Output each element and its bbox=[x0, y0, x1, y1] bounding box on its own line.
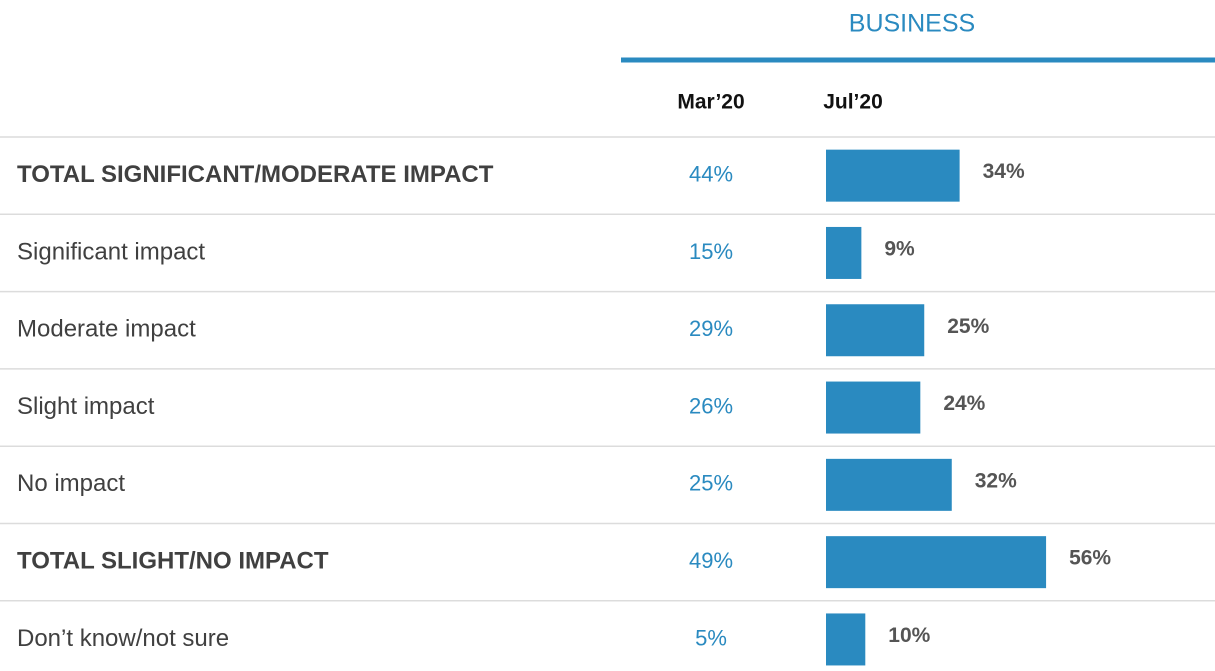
category-label: No impact bbox=[17, 470, 125, 497]
bar bbox=[826, 226, 862, 279]
category-label: Moderate impact bbox=[17, 316, 196, 343]
mar-value: 26% bbox=[689, 393, 733, 418]
category-label: Slight impact bbox=[17, 393, 155, 420]
bar bbox=[826, 304, 925, 357]
mar-value: 29% bbox=[689, 316, 733, 341]
data-label: 34% bbox=[983, 160, 1025, 183]
category-label: TOTAL SIGNIFICANT/MODERATE IMPACT bbox=[17, 161, 494, 188]
bar bbox=[826, 536, 1047, 589]
mar-value: 15% bbox=[689, 239, 733, 264]
mar-value: 25% bbox=[689, 471, 733, 496]
data-label: 56% bbox=[1069, 547, 1111, 570]
data-label: 9% bbox=[884, 237, 915, 260]
bar bbox=[826, 149, 960, 202]
data-label: 24% bbox=[943, 392, 985, 415]
mar-value: 5% bbox=[695, 625, 727, 650]
bar bbox=[826, 458, 952, 511]
category-label: Don’t know/not sure bbox=[17, 625, 229, 652]
mar-value: 44% bbox=[689, 161, 733, 186]
category-label: Significant impact bbox=[17, 238, 205, 265]
category-label: TOTAL SLIGHT/NO IMPACT bbox=[17, 547, 329, 574]
data-label: 10% bbox=[888, 624, 930, 647]
bar bbox=[826, 613, 866, 666]
bar bbox=[826, 381, 921, 434]
chart-title: BUSINESS bbox=[849, 10, 975, 38]
column-header: Mar’20 bbox=[677, 91, 744, 114]
data-label: 32% bbox=[975, 469, 1017, 492]
mar-value: 49% bbox=[689, 548, 733, 573]
data-label: 25% bbox=[947, 315, 989, 338]
column-header: Jul’20 bbox=[823, 91, 883, 114]
